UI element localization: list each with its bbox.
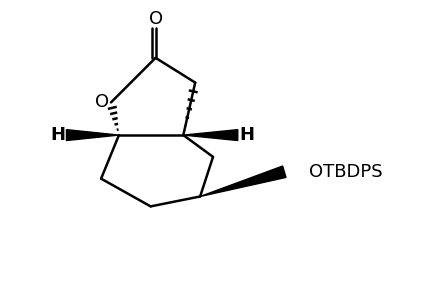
Text: H: H xyxy=(50,126,65,144)
Text: OTBDPS: OTBDPS xyxy=(309,163,383,181)
Polygon shape xyxy=(67,130,119,141)
Text: O: O xyxy=(95,93,109,111)
Polygon shape xyxy=(183,130,238,141)
Text: O: O xyxy=(148,10,163,28)
Polygon shape xyxy=(200,166,286,197)
Text: H: H xyxy=(239,126,254,144)
